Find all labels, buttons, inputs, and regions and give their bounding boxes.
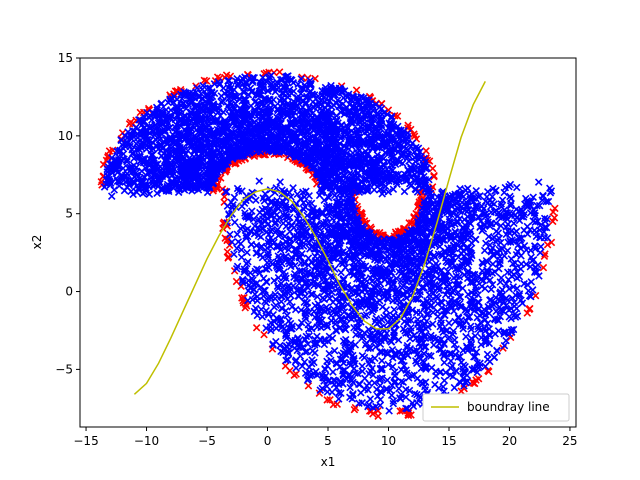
red-point — [539, 263, 548, 272]
red-point — [313, 180, 321, 188]
red-point — [224, 253, 233, 261]
red-point — [457, 387, 465, 395]
red-point — [372, 228, 381, 237]
blue-point — [373, 151, 382, 159]
blue-point — [198, 85, 207, 94]
blue-point — [193, 84, 201, 92]
blue-point — [240, 88, 248, 97]
red-point — [125, 120, 134, 128]
red-point — [407, 411, 415, 419]
red-point — [286, 366, 294, 375]
red-point — [405, 219, 413, 227]
red-point — [360, 217, 369, 225]
red-point — [410, 130, 418, 138]
red-point — [231, 160, 239, 168]
red-point — [430, 172, 438, 181]
red-point — [292, 370, 300, 378]
red-point — [404, 411, 413, 420]
blue-point — [398, 152, 406, 161]
red-point — [543, 240, 552, 249]
red-point — [252, 323, 261, 332]
red-point — [323, 396, 331, 404]
blue-point — [367, 113, 376, 122]
red-point — [416, 188, 425, 197]
scatter-points — [97, 68, 559, 420]
blue-point — [297, 75, 305, 83]
blue-point — [113, 147, 121, 155]
red-point — [472, 376, 480, 384]
red-point — [396, 407, 404, 415]
red-point — [548, 217, 557, 226]
red-point — [549, 208, 557, 216]
red-point — [374, 407, 382, 415]
red-point — [484, 367, 493, 376]
red-point — [242, 302, 251, 310]
red-point — [412, 209, 420, 218]
red-point — [238, 294, 246, 302]
red-point — [404, 121, 412, 130]
red-point — [304, 382, 313, 390]
red-point — [326, 396, 334, 404]
red-point — [232, 277, 241, 286]
red-point — [525, 305, 533, 314]
blue-point — [119, 164, 127, 173]
blue-point — [265, 73, 274, 81]
red-point — [200, 76, 209, 85]
red-point — [260, 330, 268, 339]
blue-point — [135, 145, 144, 154]
red-point — [357, 208, 365, 217]
red-point — [352, 86, 361, 94]
red-point — [398, 406, 406, 415]
red-point — [329, 400, 338, 409]
blue-point — [381, 148, 389, 157]
red-point — [523, 309, 532, 317]
blue-point — [404, 150, 412, 158]
red-point — [223, 236, 231, 245]
blue-point — [217, 98, 225, 106]
